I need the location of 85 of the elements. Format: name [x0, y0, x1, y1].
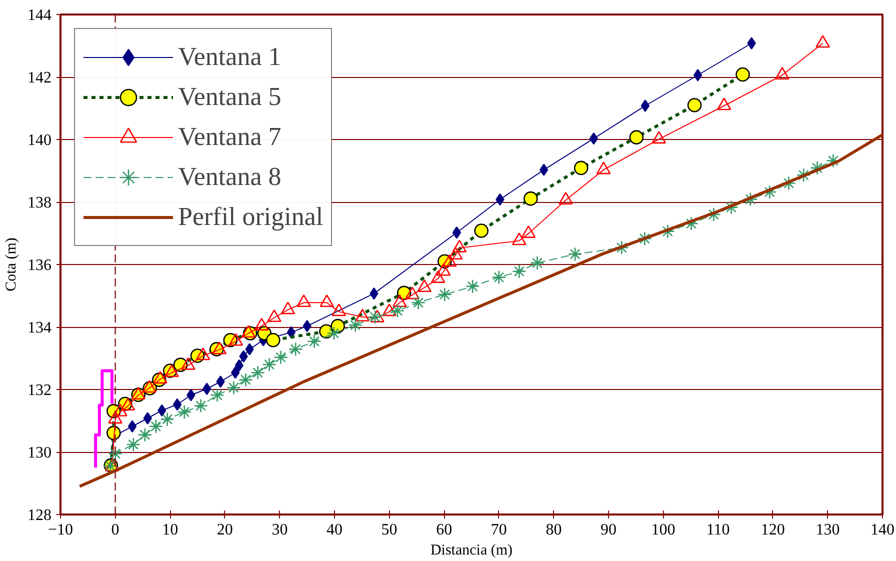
point	[638, 231, 652, 246]
x-tick-label: 0	[111, 522, 120, 538]
x-tick-label: 100	[651, 522, 676, 538]
y-tick-label: 132	[28, 382, 52, 399]
point	[390, 304, 405, 318]
point	[266, 332, 280, 348]
point	[307, 334, 322, 349]
point	[177, 404, 192, 420]
point	[660, 224, 675, 239]
x-tick-label: 90	[600, 522, 616, 538]
legend-label: Ventana 8	[178, 161, 282, 193]
point	[452, 226, 462, 239]
point	[245, 343, 254, 356]
legend-label: Ventana 5	[178, 81, 282, 113]
point	[411, 295, 426, 310]
point	[706, 207, 721, 222]
point	[148, 419, 163, 434]
point	[326, 326, 342, 340]
point	[128, 420, 137, 433]
point	[274, 350, 288, 364]
point	[530, 256, 544, 270]
point	[747, 37, 756, 50]
point	[288, 342, 303, 356]
y-tick-label: 130	[28, 444, 52, 462]
x-tick-label: 50	[381, 522, 398, 538]
x-tick-label: 140	[870, 522, 894, 538]
legend-label: Perfil original	[178, 201, 324, 233]
point	[138, 428, 152, 442]
point	[589, 132, 598, 145]
point	[512, 264, 526, 279]
point	[226, 380, 241, 395]
point	[172, 398, 182, 411]
y-tick-label: 140	[28, 132, 52, 149]
y-tick-label: 134	[28, 320, 52, 336]
x-tick-label: 40	[326, 522, 342, 538]
x-tick-label: 20	[216, 522, 233, 538]
point	[629, 130, 644, 144]
point	[474, 224, 489, 238]
point	[524, 191, 538, 206]
point	[568, 247, 582, 262]
point	[614, 240, 629, 255]
x-tick-label: 60	[436, 522, 452, 538]
point	[724, 200, 738, 214]
point	[640, 100, 650, 112]
point	[574, 160, 588, 176]
point	[782, 176, 796, 190]
point	[210, 388, 224, 402]
point	[250, 365, 265, 380]
x-tick-label: 110	[706, 522, 730, 538]
x-tick-label: −10	[48, 522, 74, 538]
point	[262, 357, 276, 372]
point	[540, 164, 548, 176]
point	[465, 279, 480, 294]
point	[126, 437, 141, 452]
y-tick-label: 142	[28, 70, 52, 86]
x-tick-label: 80	[546, 522, 562, 538]
point	[687, 98, 702, 112]
legend-label: Ventana 1	[178, 41, 282, 73]
x-axis-title: Distancia (m)	[430, 542, 513, 558]
point	[348, 318, 362, 332]
x-tick-label: 130	[816, 522, 840, 538]
y-tick-label: 144	[28, 7, 52, 24]
x-tick-label: 30	[272, 522, 288, 538]
point	[160, 412, 175, 426]
x-tick-label: 70	[490, 522, 507, 538]
point	[194, 398, 208, 413]
point	[238, 372, 253, 387]
point	[743, 192, 758, 206]
point	[216, 376, 225, 388]
point	[230, 366, 240, 379]
point	[492, 270, 506, 284]
y-tick-label: 128	[28, 507, 52, 524]
point	[108, 446, 122, 461]
point	[438, 287, 452, 302]
y-tick-label: 136	[28, 257, 52, 274]
point	[796, 168, 811, 182]
point	[736, 67, 750, 82]
legend-label: Ventana 7	[178, 121, 282, 153]
x-tick-label: 10	[162, 522, 178, 538]
point	[826, 154, 840, 168]
x-tick-label: 120	[760, 522, 785, 538]
y-tick-label: 138	[28, 194, 52, 212]
point	[143, 412, 152, 424]
y-axis-title: Cota (m)	[4, 238, 20, 292]
point	[286, 326, 296, 338]
